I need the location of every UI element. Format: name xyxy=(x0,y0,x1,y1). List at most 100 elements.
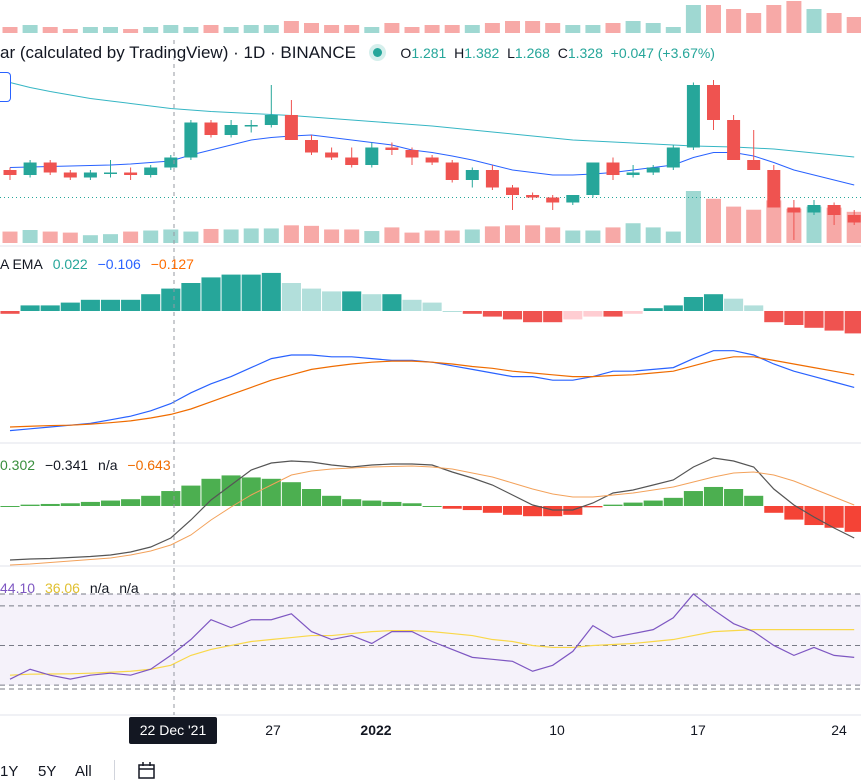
candle-body xyxy=(284,115,298,140)
macd-line-value: −0.106 xyxy=(97,256,141,272)
macd-hist-bar xyxy=(804,311,824,328)
volume-bar xyxy=(324,229,340,243)
change-value: +0.047 (+3.67%) xyxy=(610,45,715,61)
range-button-all[interactable]: All xyxy=(75,763,92,780)
volume-bar-top xyxy=(806,9,822,33)
candle-body xyxy=(83,172,97,178)
macd-hist-bar xyxy=(502,311,523,320)
candle-body xyxy=(586,162,600,195)
candle-body xyxy=(224,125,238,135)
osc-hist-bar xyxy=(342,499,362,506)
volume-bar xyxy=(123,231,139,243)
legend-separator: · xyxy=(233,43,239,62)
interval-label[interactable]: 1D xyxy=(243,43,266,62)
close-value: 1.328 xyxy=(567,45,603,61)
osc-hist-bar xyxy=(20,504,40,506)
osc-value-3: n/a xyxy=(98,457,118,473)
volume-bar xyxy=(766,200,782,243)
macd-hist-bar xyxy=(523,311,543,323)
candle-body xyxy=(767,170,781,208)
candle-body xyxy=(707,85,720,120)
volume-bar xyxy=(605,227,621,243)
volume-bar xyxy=(484,226,500,243)
candle-body xyxy=(626,172,640,175)
range-button-1y[interactable]: 1Y xyxy=(0,763,19,780)
volume-bar xyxy=(424,230,440,243)
osc-hist-bar xyxy=(703,486,724,506)
exchange-label[interactable]: BINANCE xyxy=(280,43,356,62)
macd-hist-bar xyxy=(100,299,121,311)
volume-bar xyxy=(364,231,380,243)
osc-hist-bar xyxy=(80,501,100,506)
macd-hist-bar xyxy=(281,283,301,311)
toolbar-divider xyxy=(114,760,115,780)
volume-bar-top xyxy=(605,23,621,33)
osc-hist-bar xyxy=(724,489,744,506)
volume-bar xyxy=(826,207,842,243)
candle-body xyxy=(244,125,258,127)
osc-hist-bar xyxy=(422,506,442,507)
macd-hist-bar xyxy=(764,311,784,323)
osc-hist-bar xyxy=(261,478,281,506)
indicator-toggle-button[interactable] xyxy=(0,72,11,102)
candle-body xyxy=(727,120,741,160)
volume-bar xyxy=(706,198,721,243)
volume-bar-top xyxy=(263,25,279,33)
volume-bar-top xyxy=(103,27,118,33)
calendar-icon[interactable] xyxy=(137,761,157,780)
osc-hist-bar xyxy=(482,506,502,513)
osc-hist-bar xyxy=(121,499,141,506)
macd-hist-bar xyxy=(683,297,703,311)
candle-body xyxy=(63,172,77,178)
open-value: 1.281 xyxy=(411,45,447,61)
volume-bar-top xyxy=(545,23,561,33)
rsi-value-3: n/a xyxy=(89,580,110,596)
osc-hist-bar xyxy=(60,503,80,506)
osc-hist-bar xyxy=(764,506,784,513)
volume-bar xyxy=(746,209,762,243)
osc-hist-bar xyxy=(804,506,824,526)
candle-body xyxy=(43,162,57,173)
ohlc-values: O1.281 H1.382 L1.268 C1.328 +0.047 (+3.6… xyxy=(400,45,715,61)
volume-bar xyxy=(183,231,199,243)
macd-legend-label[interactable]: A EMA xyxy=(0,256,43,272)
volume-bar xyxy=(263,228,279,243)
volume-bar-top xyxy=(685,5,701,33)
candle-body xyxy=(526,195,540,198)
candle-body xyxy=(827,205,841,215)
candle-body xyxy=(325,152,339,158)
osc-hist-bar xyxy=(161,491,181,506)
symbol-legend: ar (calculated by TradingView) · 1D · BI… xyxy=(0,42,715,64)
osc-hist-bar xyxy=(603,504,623,506)
macd-hist-bar xyxy=(603,311,623,317)
osc-hist-bar xyxy=(824,506,844,528)
volume-bar xyxy=(243,228,259,243)
x-label-2022: 2022 xyxy=(360,722,392,738)
macd-hist-bar xyxy=(663,305,683,311)
osc-hist-bar xyxy=(523,506,543,517)
market-status-icon xyxy=(372,48,382,58)
volume-bar xyxy=(163,229,179,243)
candle-body xyxy=(847,215,861,223)
candle-body xyxy=(305,140,318,153)
volume-bar-top xyxy=(42,27,58,33)
candle-body xyxy=(144,167,158,175)
volume-bar xyxy=(223,229,239,243)
range-button-5y[interactable]: 5Y xyxy=(38,763,57,780)
macd-hist-bar xyxy=(422,302,442,311)
candle-body xyxy=(787,207,801,213)
candle-body xyxy=(546,197,560,203)
macd-hist-bar xyxy=(744,305,764,311)
macd-hist-bar xyxy=(362,294,382,311)
candle-body xyxy=(445,162,459,180)
volume-bar xyxy=(42,231,58,243)
macd-hist-bar xyxy=(141,294,161,311)
open-label: O xyxy=(400,45,412,61)
macd-hist-bar xyxy=(20,305,40,311)
symbol-title[interactable]: ar (calculated by TradingView) xyxy=(0,43,229,62)
macd-hist-bar xyxy=(221,274,241,311)
osc-hist-bar xyxy=(462,506,482,511)
volume-bar-top xyxy=(505,21,520,33)
